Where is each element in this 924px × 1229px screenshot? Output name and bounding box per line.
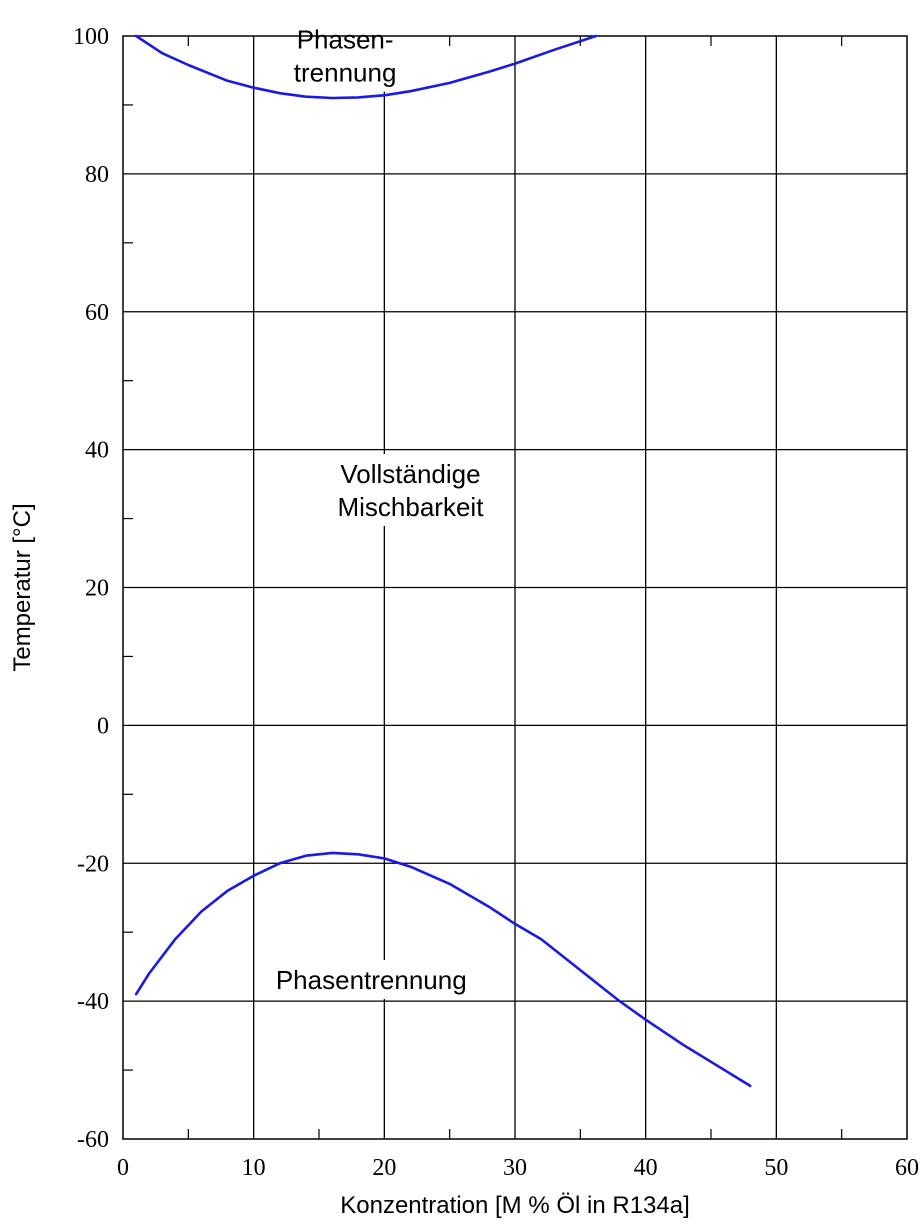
- y-tick-label: 0: [97, 713, 109, 739]
- y-axis-title: Temperatur [°C]: [9, 503, 36, 671]
- y-tick-label: 100: [73, 24, 109, 50]
- y-tick-label: -20: [77, 851, 109, 877]
- curves: [134, 34, 752, 1088]
- y-tick-label: 80: [85, 162, 109, 188]
- annotation-text: Vollständige: [340, 459, 480, 489]
- annotation-background: [327, 453, 494, 526]
- annotation-background: [265, 959, 477, 999]
- annotation-text: Mischbarkeit: [337, 492, 484, 522]
- x-tick-labels: 0 10 20 30 40 50 60: [117, 1155, 919, 1181]
- series-line-2: [134, 851, 752, 1088]
- x-tick-label: 30: [503, 1155, 527, 1181]
- series-line-1: [134, 34, 598, 100]
- y-tick-label: 20: [85, 576, 109, 602]
- minor-ticks: [123, 36, 843, 1139]
- x-tick-label: 20: [372, 1155, 396, 1181]
- annotation-backgrounds: [265, 19, 494, 999]
- x-axis-title: Konzentration [M % Öl in R134a]: [340, 1192, 690, 1219]
- x-tick-label: 60: [895, 1155, 919, 1181]
- annotation-text: Phasen-: [297, 25, 394, 55]
- annotation-background: [283, 19, 407, 92]
- y-tick-label: -60: [77, 1127, 109, 1153]
- x-tick-label: 10: [242, 1155, 266, 1181]
- x-tick-label: 40: [634, 1155, 658, 1181]
- grid-layer: [123, 36, 907, 1139]
- annotation-text: trennung: [294, 58, 397, 88]
- x-tick-label: 50: [764, 1155, 788, 1181]
- y-tick-label: 40: [85, 438, 109, 464]
- x-tick-label: 0: [117, 1155, 129, 1181]
- y-tick-labels: -60 -40 -20 0 20 40 60 80 100: [73, 24, 109, 1153]
- y-tick-label: 60: [85, 300, 109, 326]
- y-tick-label: -40: [77, 989, 109, 1015]
- plot-frame: [122, 35, 908, 1140]
- annotation-text: Phasentrennung: [276, 965, 467, 995]
